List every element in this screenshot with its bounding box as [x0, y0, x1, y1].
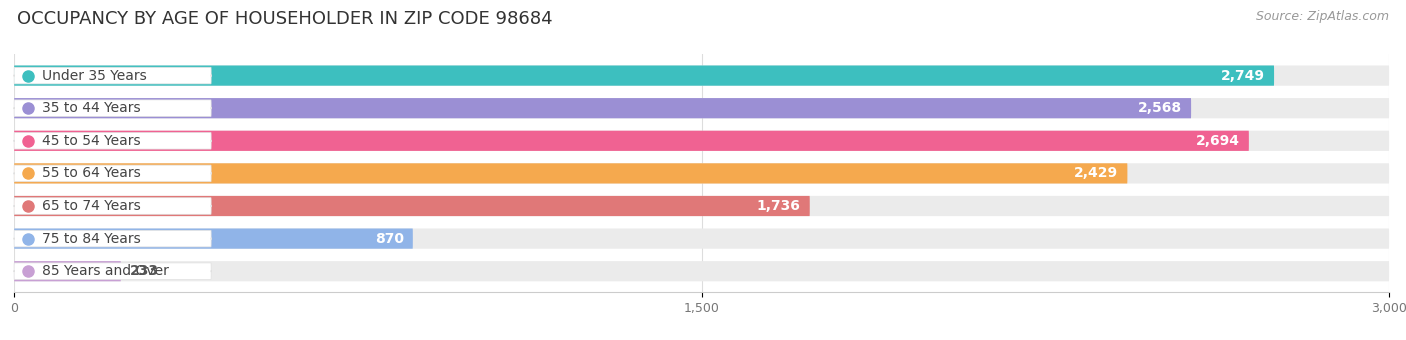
Text: 870: 870 [374, 232, 404, 245]
Text: 85 Years and Over: 85 Years and Over [42, 264, 169, 278]
FancyBboxPatch shape [14, 100, 211, 117]
FancyBboxPatch shape [14, 228, 413, 249]
FancyBboxPatch shape [14, 196, 810, 216]
Text: 2,568: 2,568 [1137, 101, 1182, 115]
FancyBboxPatch shape [14, 131, 1249, 151]
FancyBboxPatch shape [14, 133, 211, 149]
FancyBboxPatch shape [14, 261, 121, 281]
FancyBboxPatch shape [14, 165, 211, 182]
FancyBboxPatch shape [14, 261, 1389, 281]
FancyBboxPatch shape [14, 198, 211, 214]
FancyBboxPatch shape [14, 131, 1389, 151]
FancyBboxPatch shape [14, 98, 1191, 118]
Text: 2,749: 2,749 [1220, 69, 1265, 83]
Text: 233: 233 [129, 264, 159, 278]
Text: 35 to 44 Years: 35 to 44 Years [42, 101, 141, 115]
Text: 65 to 74 Years: 65 to 74 Years [42, 199, 141, 213]
Text: Under 35 Years: Under 35 Years [42, 69, 146, 83]
FancyBboxPatch shape [14, 163, 1128, 184]
Text: 2,694: 2,694 [1195, 134, 1240, 148]
FancyBboxPatch shape [14, 163, 1389, 184]
Text: Source: ZipAtlas.com: Source: ZipAtlas.com [1256, 10, 1389, 23]
FancyBboxPatch shape [14, 98, 1389, 118]
FancyBboxPatch shape [14, 66, 1389, 86]
FancyBboxPatch shape [14, 67, 211, 84]
Text: 2,429: 2,429 [1074, 166, 1118, 181]
Text: 55 to 64 Years: 55 to 64 Years [42, 166, 141, 181]
FancyBboxPatch shape [14, 230, 211, 247]
Text: OCCUPANCY BY AGE OF HOUSEHOLDER IN ZIP CODE 98684: OCCUPANCY BY AGE OF HOUSEHOLDER IN ZIP C… [17, 10, 553, 28]
Text: 1,736: 1,736 [756, 199, 800, 213]
Text: 75 to 84 Years: 75 to 84 Years [42, 232, 141, 245]
Text: 45 to 54 Years: 45 to 54 Years [42, 134, 141, 148]
FancyBboxPatch shape [14, 196, 1389, 216]
FancyBboxPatch shape [14, 228, 1389, 249]
FancyBboxPatch shape [14, 66, 1274, 86]
FancyBboxPatch shape [14, 263, 211, 279]
